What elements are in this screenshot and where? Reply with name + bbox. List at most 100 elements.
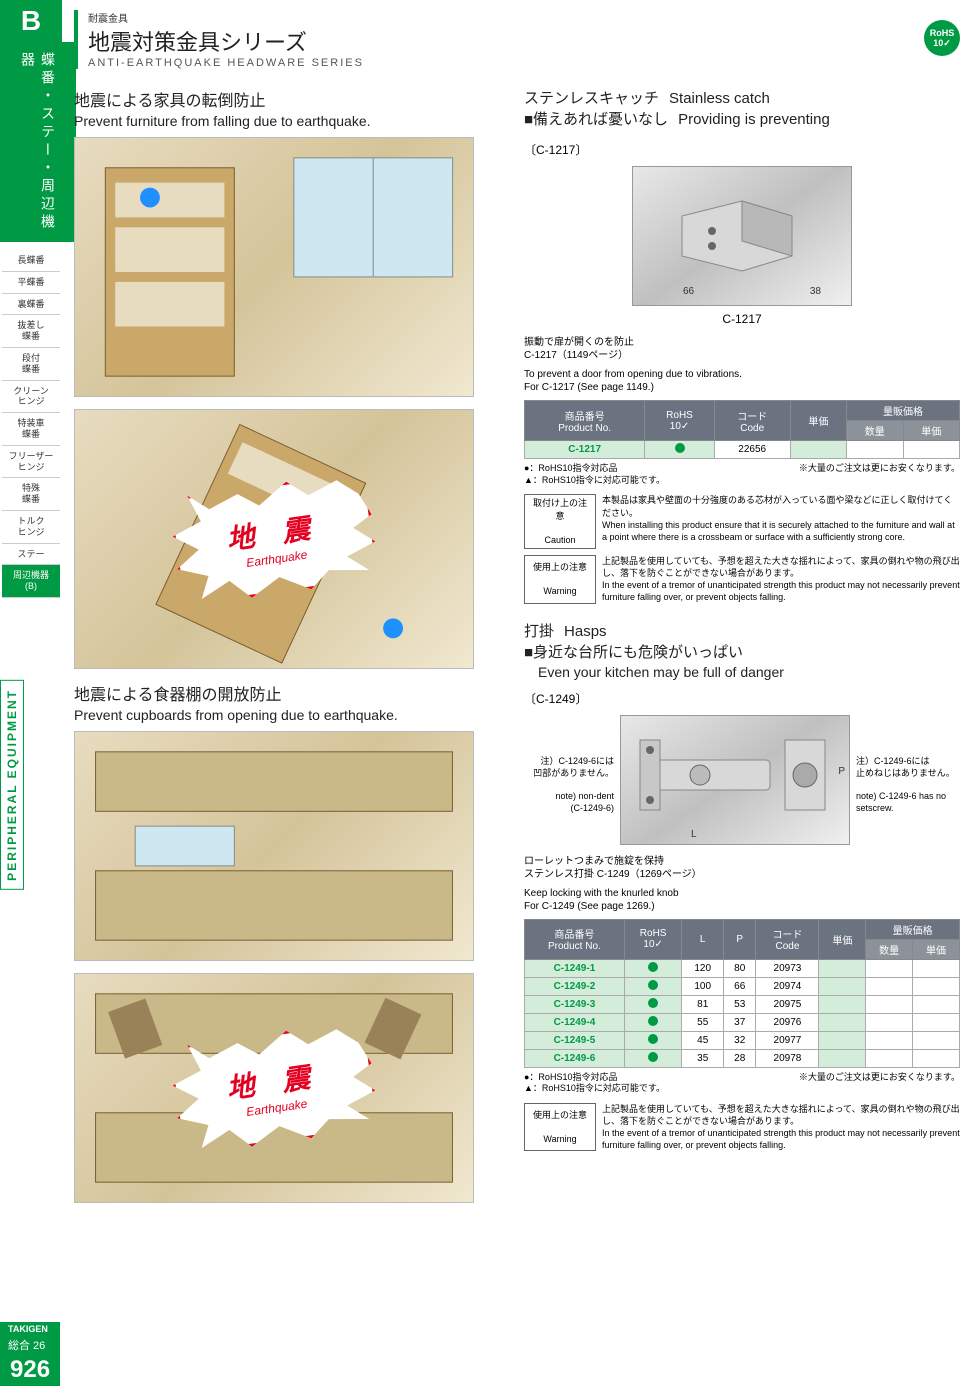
p2-bulk-note: ※大量のご注文は更にお安くなります。 bbox=[799, 1072, 960, 1095]
p2-warn-en: In the event of a tremor of unanticipate… bbox=[602, 1128, 960, 1150]
p2-row-qty bbox=[866, 977, 913, 995]
p2-th-rohs: RoHS 10✓ bbox=[624, 919, 682, 959]
nav-item-0[interactable]: 長蝶番 bbox=[2, 250, 60, 272]
nav-item-7[interactable]: フリーザー ヒンジ bbox=[2, 446, 60, 479]
dim-L: L bbox=[691, 829, 697, 840]
rohs-note2: ▲：RoHS10指令に対応可能です。 bbox=[524, 475, 665, 487]
earthquake-text-jp: 地 震 bbox=[224, 506, 322, 559]
nav-item-9[interactable]: トルク ヒンジ bbox=[2, 511, 60, 544]
p2-row-bulk bbox=[913, 1049, 960, 1067]
p1-row-bulk bbox=[903, 441, 959, 459]
p2-row-P: 80 bbox=[723, 959, 756, 977]
product-stainless-catch: ステンレスキャッチStainless catch ■備えあれば憂いなしProvi… bbox=[524, 87, 960, 604]
p2-row-rohs bbox=[624, 1049, 682, 1067]
p2-rohs-note1: ●：RoHS10指令対応品 bbox=[524, 1072, 665, 1084]
p2-row-pn: C-1249-4 bbox=[525, 1013, 625, 1031]
nav-item-1[interactable]: 平蝶番 bbox=[2, 272, 60, 294]
page-header: 耐震金具 地震対策金具シリーズ ANTI-EARTHQUAKE HEADWARE… bbox=[74, 10, 964, 69]
p1-product-image: 66 38 bbox=[632, 166, 852, 306]
p2-row-code: 20974 bbox=[756, 977, 819, 995]
p2-row-unit bbox=[819, 1049, 866, 1067]
p2-row-qty bbox=[866, 995, 913, 1013]
p2-row-bulk bbox=[913, 959, 960, 977]
p2-th-P: P bbox=[723, 919, 756, 959]
nav-item-5[interactable]: クリーン ヒンジ bbox=[2, 381, 60, 414]
table-row: C-1249-6352820978 bbox=[525, 1049, 960, 1067]
page-title-jp: 地震対策金具シリーズ bbox=[88, 25, 964, 57]
footer-catalog: 総合 26 bbox=[0, 1336, 60, 1354]
p2-row-qty bbox=[866, 1049, 913, 1067]
p2-row-pn: C-1249-6 bbox=[525, 1049, 625, 1067]
page-footer: TAKIGEN 総合 26 926 bbox=[0, 1322, 60, 1386]
p1-row-qty bbox=[847, 441, 903, 459]
p2-row-unit bbox=[819, 977, 866, 995]
p2-row-qty bbox=[866, 959, 913, 977]
rohs-dot-icon bbox=[648, 962, 658, 972]
table-row: C-1249-11208020973 bbox=[525, 959, 960, 977]
dim-66: 66 bbox=[683, 286, 694, 297]
warn-label-jp: 使用上の注意 bbox=[529, 561, 591, 573]
section2-title-jp: 地震による食器棚の開放防止 bbox=[74, 681, 510, 705]
page-title-en: ANTI-EARTHQUAKE HEADWARE SERIES bbox=[88, 57, 964, 69]
p2-row-P: 32 bbox=[723, 1031, 756, 1049]
section1-title-jp: 地震による家具の転倒防止 bbox=[74, 87, 510, 111]
rohs-dot-icon bbox=[648, 1052, 658, 1062]
p2-note-right-jp: 注）C-1249-6には 止めねじはありません。 bbox=[856, 756, 955, 778]
p2-note-left-en: note) non-dent (C-1249-6) bbox=[555, 791, 614, 813]
p2-warn-jp: 上記製品を使用していても、予想を超えた大きな揺れによって、家具の倒れや物の飛び出… bbox=[602, 1104, 960, 1126]
p2-row-bulk bbox=[913, 977, 960, 995]
main-content: 耐震金具 地震対策金具シリーズ ANTI-EARTHQUAKE HEADWARE… bbox=[74, 10, 964, 1215]
furniture-illustration-after: 地 震 Earthquake bbox=[74, 409, 474, 669]
nav-item-2[interactable]: 裏蝶番 bbox=[2, 294, 60, 316]
caution-label-en: Caution bbox=[529, 534, 591, 546]
caution-box: 取付け上の注意Caution 本製品は家具や壁面の十分強度のある芯材が入っている… bbox=[524, 494, 960, 549]
p1-heading-en: Stainless catch bbox=[669, 90, 770, 107]
earthquake-text-jp-2: 地 震 bbox=[224, 1055, 322, 1108]
nav-item-6[interactable]: 特装車 蝶番 bbox=[2, 413, 60, 446]
th-code-en: Code bbox=[740, 423, 764, 434]
dim-P: P bbox=[838, 766, 845, 777]
table-row: C-1249-4553720976 bbox=[525, 1013, 960, 1031]
p2-row-code: 20975 bbox=[756, 995, 819, 1013]
nav-item-8[interactable]: 特殊 蝶番 bbox=[2, 478, 60, 511]
p2-th-unit: 単価 bbox=[819, 919, 866, 959]
p2-row-P: 28 bbox=[723, 1049, 756, 1067]
rohs-dot-icon bbox=[648, 980, 658, 990]
rohs-dot-icon bbox=[675, 443, 685, 453]
warn-jp: 上記製品を使用していても、予想を超えた大きな揺れによって、家具の倒れや物の飛び出… bbox=[602, 556, 960, 578]
p2-warn-label-en: Warning bbox=[529, 1133, 591, 1145]
p2-th-bulk: 量販価格 bbox=[866, 919, 960, 939]
caution-en: When installing this product ensure that… bbox=[602, 520, 955, 542]
p2-heading-en: Hasps bbox=[564, 623, 607, 640]
p2-warning-box: 使用上の注意Warning 上記製品を使用していても、予想を超えた大きな揺れによ… bbox=[524, 1103, 960, 1152]
p2-desc-jp: ローレットつまみで施錠を保持 ステンレス打掛 C-1249（1269ページ） bbox=[524, 855, 960, 881]
p2-th-pn-jp: 商品番号 bbox=[554, 930, 594, 941]
p2-row-L: 81 bbox=[682, 995, 723, 1013]
th-bulk: 量販価格 bbox=[847, 401, 960, 421]
nav-item-3[interactable]: 抜差し 蝶番 bbox=[2, 315, 60, 348]
product-hasps: 打掛Hasps ■身近な台所にも危険がいっぱい Even your kitche… bbox=[524, 620, 960, 1152]
nav-item-4[interactable]: 段付 蝶番 bbox=[2, 348, 60, 381]
right-column: ステンレスキャッチStainless catch ■備えあれば憂いなしProvi… bbox=[524, 87, 960, 1215]
p1-desc-jp: 振動で扉が開くのを防止 C-1217（1149ページ） bbox=[524, 336, 960, 362]
table-row: C-1249-5453220977 bbox=[525, 1031, 960, 1049]
p2-row-L: 100 bbox=[682, 977, 723, 995]
p2-row-L: 45 bbox=[682, 1031, 723, 1049]
p1-bracket: 〔C-1217〕 bbox=[524, 141, 960, 158]
section1-title-en: Prevent furniture from falling due to ea… bbox=[74, 113, 510, 129]
p2-row-rohs bbox=[624, 977, 682, 995]
p1-row-code: 22656 bbox=[714, 441, 790, 459]
th-pn-jp: 商品番号 bbox=[565, 412, 605, 423]
p2-row-rohs bbox=[624, 1013, 682, 1031]
nav-item-10[interactable]: ステー bbox=[2, 544, 60, 566]
p2-row-P: 53 bbox=[723, 995, 756, 1013]
warning-box: 使用上の注意Warning 上記製品を使用していても、予想を超えた大きな揺れによ… bbox=[524, 555, 960, 604]
nav-list: 長蝶番平蝶番裏蝶番抜差し 蝶番段付 蝶番クリーン ヒンジ特装車 蝶番フリーザー … bbox=[0, 242, 62, 606]
p2-desc-en: Keep locking with the knurled knob For C… bbox=[524, 887, 960, 913]
p2-row-rohs bbox=[624, 959, 682, 977]
caution-label-jp: 取付け上の注意 bbox=[529, 497, 591, 521]
p2-th-code-en: Code bbox=[775, 941, 799, 952]
nav-item-11[interactable]: 周辺機器 (B) bbox=[2, 565, 60, 598]
p2-row-P: 66 bbox=[723, 977, 756, 995]
th-qty: 数量 bbox=[847, 421, 903, 441]
